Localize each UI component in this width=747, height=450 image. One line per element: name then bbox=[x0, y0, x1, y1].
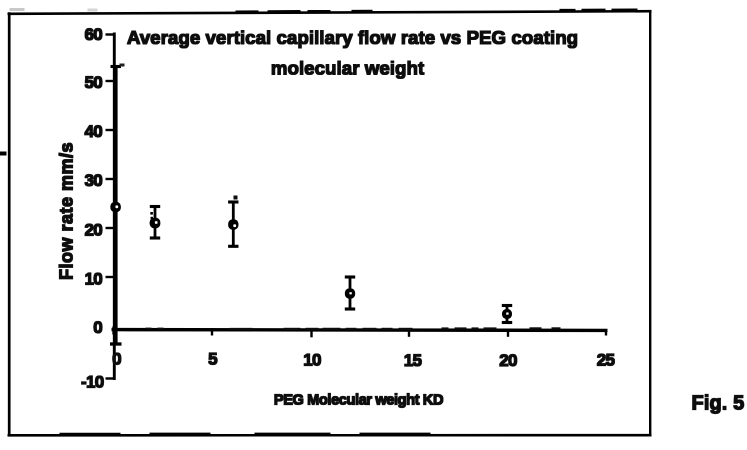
svg-text:Flow rate mm/s: Flow rate mm/s bbox=[57, 142, 77, 280]
svg-text:Fig. 5: Fig. 5 bbox=[692, 393, 745, 415]
svg-text:0: 0 bbox=[112, 350, 121, 369]
svg-text:25: 25 bbox=[597, 351, 615, 370]
svg-text:PEG Molecular weight KD: PEG Molecular weight KD bbox=[274, 393, 443, 409]
svg-text:10: 10 bbox=[303, 351, 321, 370]
svg-text:50: 50 bbox=[84, 73, 102, 92]
svg-text:30: 30 bbox=[84, 171, 102, 190]
svg-text:20: 20 bbox=[84, 221, 102, 240]
svg-text:molecular weight: molecular weight bbox=[271, 58, 425, 79]
svg-text:Average vertical capillary flo: Average vertical capillary flow rate vs … bbox=[127, 27, 578, 48]
svg-text:5: 5 bbox=[208, 350, 217, 369]
svg-text:20: 20 bbox=[499, 351, 517, 370]
svg-text:0: 0 bbox=[93, 318, 102, 337]
svg-text:40: 40 bbox=[84, 122, 102, 141]
svg-text:60: 60 bbox=[84, 25, 102, 44]
svg-text:15: 15 bbox=[404, 351, 422, 370]
svg-text:10: 10 bbox=[84, 270, 102, 289]
svg-text:-10: -10 bbox=[81, 373, 104, 392]
